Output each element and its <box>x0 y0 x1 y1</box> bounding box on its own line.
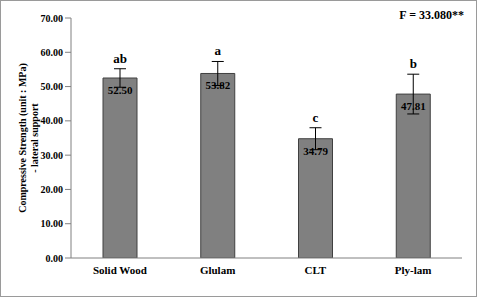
svg-text:52.50: 52.50 <box>108 84 133 96</box>
svg-text:b: b <box>410 56 417 71</box>
svg-text:0.00: 0.00 <box>46 253 64 264</box>
svg-text:Solid Wood: Solid Wood <box>93 264 147 276</box>
html-text:- lateral support: - lateral support <box>29 103 40 173</box>
svg-text:34.79: 34.79 <box>303 145 328 157</box>
svg-text:ab: ab <box>113 51 127 66</box>
svg-text:70.00: 70.00 <box>41 13 64 24</box>
svg-text:Glulam: Glulam <box>200 264 235 276</box>
svg-text:47.81: 47.81 <box>401 100 426 112</box>
svg-text:53.82: 53.82 <box>205 79 230 91</box>
svg-text:60.00: 60.00 <box>41 47 64 58</box>
svg-text:Ply-lam: Ply-lam <box>395 264 432 276</box>
svg-text:30.00: 30.00 <box>41 150 64 161</box>
svg-text:a: a <box>215 43 222 58</box>
svg-text:50.00: 50.00 <box>41 81 64 92</box>
html-text:Compressive Strength (unit : M: Compressive Strength (unit : MPa) <box>17 63 28 213</box>
svg-text:20.00: 20.00 <box>41 184 64 195</box>
html-text:F = 33.080**: F = 33.080** <box>399 8 464 22</box>
svg-text:10.00: 10.00 <box>41 218 64 229</box>
svg-text:c: c <box>313 110 319 125</box>
svg-text:CLT: CLT <box>305 264 327 276</box>
svg-text:40.00: 40.00 <box>41 115 64 126</box>
